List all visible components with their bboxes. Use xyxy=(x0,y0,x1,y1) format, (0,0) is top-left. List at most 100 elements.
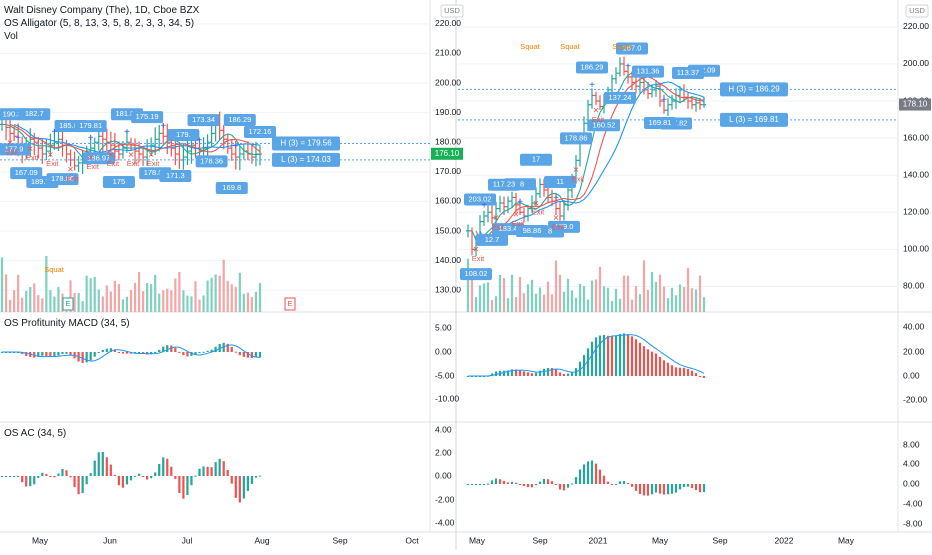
price-tick-label: 160.00 xyxy=(435,196,461,206)
price-callout-label: 160.52 xyxy=(593,120,616,129)
ac-histogram-bar xyxy=(146,476,149,480)
ac-histogram-bar xyxy=(154,472,157,476)
macd-signal-line xyxy=(468,334,705,377)
macd-histogram-bar xyxy=(41,352,44,356)
price-callout-label: 175.19 xyxy=(136,112,159,121)
exit-marker: ✕ xyxy=(513,210,520,219)
macd-histogram-bar xyxy=(630,336,634,376)
ac-histogram-bar xyxy=(622,481,626,484)
price-callout xyxy=(18,108,51,121)
right-group: 220.00200.00180.00160.00140.00120.00100.… xyxy=(458,21,931,545)
price-callout xyxy=(576,61,608,74)
ac-histogram-bar xyxy=(101,452,104,476)
time-tick-label: May xyxy=(652,535,669,545)
ac-tick-label: -2.00 xyxy=(435,494,455,504)
alligator-teeth-line xyxy=(475,76,705,241)
volume-bar xyxy=(202,295,205,312)
price-callout xyxy=(215,182,248,195)
level-low-box xyxy=(272,152,340,167)
volume-bar xyxy=(12,290,16,312)
ac-histogram-bar xyxy=(666,484,670,495)
volume-bar xyxy=(146,283,149,312)
volume-bar xyxy=(113,280,116,312)
price-callout xyxy=(46,173,79,186)
ac-histogram-bar xyxy=(105,457,108,476)
ac-histogram-bar xyxy=(698,484,702,493)
volume-bar xyxy=(694,289,698,312)
exit-label: Exit xyxy=(492,223,505,232)
volume-bar xyxy=(29,286,32,312)
ac-tick-label: 8.00 xyxy=(903,439,920,449)
ac-histogram-bar xyxy=(482,484,486,485)
macd-histogram-bar xyxy=(170,345,173,352)
exit-marker: ✕ xyxy=(593,106,600,115)
volume-bar xyxy=(474,297,478,312)
ac-histogram-bar xyxy=(606,481,610,484)
ac-histogram-bar xyxy=(17,476,20,477)
time-tick-label: Aug xyxy=(254,535,269,545)
volume-bar xyxy=(210,277,213,312)
price-tick-label: 150.00 xyxy=(435,225,461,235)
ac-histogram-bar xyxy=(534,484,538,486)
left-group: 220.00 210.00 200.00 190.00 180.00 170.00 160.… xyxy=(0,18,463,545)
volume-bar xyxy=(101,296,104,312)
time-tick-label: Jun xyxy=(103,535,117,545)
ac-histogram-bar xyxy=(242,476,245,499)
exit-marker: ✕ xyxy=(473,245,480,254)
ac-histogram-bar xyxy=(162,457,165,476)
ac-histogram-bar xyxy=(125,476,129,485)
price-tick-label: 200.00 xyxy=(903,58,929,68)
price-callout-label: 183.4 xyxy=(499,224,518,233)
fractal-marker: + xyxy=(233,142,239,153)
exit-label: Exit xyxy=(107,159,120,168)
macd-histogram-bar xyxy=(682,367,686,376)
exit-label: Exit xyxy=(592,115,605,124)
volume-bar xyxy=(478,285,482,312)
macd-histogram-bar xyxy=(666,362,670,376)
ac-histogram-bar xyxy=(121,476,125,488)
volume-bar xyxy=(133,282,137,312)
macd-histogram-bar xyxy=(210,349,213,352)
volume-bar xyxy=(85,275,88,312)
exit-label: Exit xyxy=(46,159,59,168)
ac-histogram-bar xyxy=(686,484,690,487)
ac-histogram-bar xyxy=(682,484,686,488)
ac-histogram-bar xyxy=(45,473,48,476)
volume-bar xyxy=(77,292,80,312)
volume-bar xyxy=(150,284,153,312)
macd-histogram-bar xyxy=(634,339,638,376)
ac-histogram-bar xyxy=(610,484,614,485)
volume-bar xyxy=(658,274,662,312)
volume-bar xyxy=(194,281,197,312)
macd-histogram-bar xyxy=(194,352,197,355)
ac-tick-label: 2.00 xyxy=(435,447,452,457)
ac-histogram-bar xyxy=(574,477,578,484)
macd-histogram-bar xyxy=(494,371,498,376)
volume-bar xyxy=(137,272,141,312)
macd-histogram-bar xyxy=(206,350,209,352)
volume-bar xyxy=(634,286,638,312)
currency-label: USD xyxy=(909,6,925,15)
ac-histogram-bar xyxy=(174,476,177,479)
macd-histogram-bar xyxy=(109,348,112,352)
volume-bar xyxy=(486,282,490,312)
volume-bar xyxy=(702,297,706,312)
price-tick-label: 100.00 xyxy=(903,244,929,254)
volume-bar xyxy=(690,288,694,312)
macd-histogram-bar xyxy=(117,352,121,353)
macd-histogram-bar xyxy=(654,353,658,376)
earnings-label: E xyxy=(65,299,70,308)
macd-histogram-bar xyxy=(182,352,185,356)
price-callout xyxy=(588,119,620,132)
macd-histogram-bar xyxy=(554,369,558,376)
ac-histogram-bar xyxy=(214,462,217,476)
exit-label: Exit xyxy=(6,147,19,156)
volume-bar xyxy=(582,286,586,312)
price-callout xyxy=(0,143,30,156)
macd-histogram-bar xyxy=(598,335,602,376)
ac-histogram-bar xyxy=(117,476,121,486)
volume-bar xyxy=(33,283,36,312)
volume-bar xyxy=(198,299,201,312)
volume-bar xyxy=(678,284,682,312)
